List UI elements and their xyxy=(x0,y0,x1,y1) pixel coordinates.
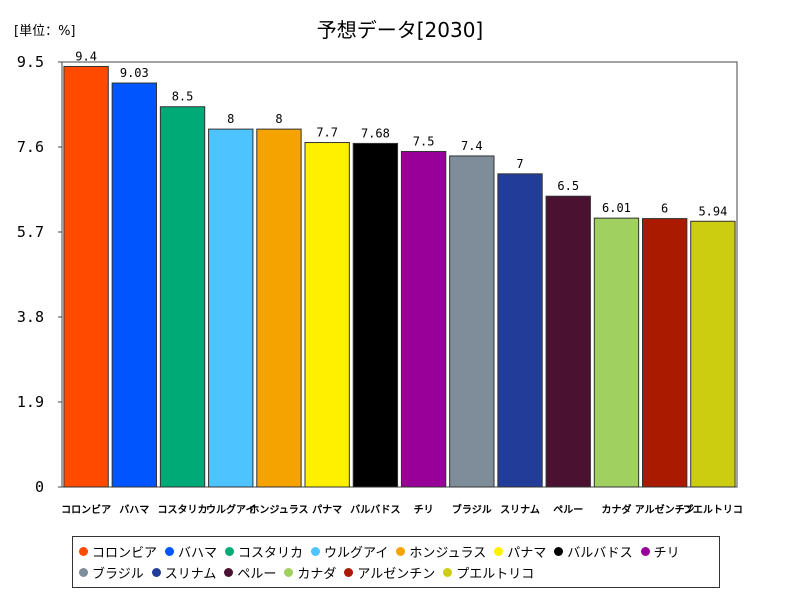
x-tick-label: バハマ xyxy=(119,504,149,516)
bar-value-label: 7.7 xyxy=(316,126,338,140)
x-tick-label: ペルー xyxy=(553,505,583,516)
legend-swatch xyxy=(165,547,175,556)
legend-label: ペルー xyxy=(237,567,277,582)
legend-item: ホンジュラス xyxy=(396,541,486,562)
legend-swatch xyxy=(151,568,161,577)
bar xyxy=(449,155,495,488)
legend-label: プエルトリコ xyxy=(456,567,535,582)
legend-label: パナマ xyxy=(507,546,547,561)
x-tick-label: チリ xyxy=(414,504,434,516)
legend-item: チリ xyxy=(640,541,680,562)
y-tick-label: 0 xyxy=(35,478,44,496)
y-tick-label: 9.5 xyxy=(17,53,44,71)
bar-value-label: 6.5 xyxy=(557,179,579,193)
legend-label: コスタリカ xyxy=(238,546,304,561)
unit-label: [単位：%] xyxy=(14,24,76,39)
legend-item: バルバドス xyxy=(554,541,633,562)
y-tick-label: 7.6 xyxy=(17,138,44,156)
x-tick-label: コロンビア xyxy=(61,503,111,516)
legend-swatch xyxy=(284,568,294,577)
plot-area xyxy=(61,61,738,488)
bar xyxy=(400,150,447,488)
legend-item: プエルトリコ xyxy=(443,562,534,583)
legend-swatch xyxy=(396,547,406,556)
legend-swatch xyxy=(224,568,234,577)
bar xyxy=(690,220,736,488)
legend-label: コロンビア xyxy=(92,546,158,561)
legend-label: ブラジル xyxy=(92,567,144,582)
bar xyxy=(593,217,640,488)
y-tick-label: 1.9 xyxy=(17,393,44,411)
legend-item: パナマ xyxy=(494,541,546,562)
legend-item: バハマ xyxy=(165,541,217,562)
legend-swatch xyxy=(79,547,88,556)
legend-swatch xyxy=(494,547,504,556)
y-tick-label: 3.8 xyxy=(17,308,44,326)
bar xyxy=(63,65,109,488)
x-tick-label: ブラジル xyxy=(452,503,492,516)
chart-legend: コロンビア バハマ コスタリカ ウルグアイ ホンジュラス パナマ バルバドス チリブラジル スリ… xyxy=(72,536,720,588)
legend-item: コスタリカ xyxy=(225,541,303,562)
bar xyxy=(208,128,254,488)
bar-value-label: 8.5 xyxy=(172,90,194,104)
x-tick-label: パナマ xyxy=(312,504,342,516)
bar xyxy=(642,218,688,488)
legend-label: バルバドス xyxy=(567,546,633,561)
bar xyxy=(304,142,350,488)
bar-value-label: 9.03 xyxy=(120,66,149,80)
legend-item: ペルー xyxy=(224,562,276,583)
x-tick-label: カナダ xyxy=(601,503,631,516)
legend-item: アルゼンチン xyxy=(344,562,435,583)
legend-item: ウルグアイ xyxy=(311,541,388,562)
y-tick-label: 5.7 xyxy=(17,223,44,241)
legend-swatch xyxy=(640,547,650,556)
legend-swatch xyxy=(79,568,88,577)
x-tick-label: アルゼンチン xyxy=(635,503,695,516)
x-tick-label: ホンジュラス xyxy=(249,504,308,516)
chart-title: 予想データ[2030] xyxy=(316,18,484,42)
bar-value-label: 7.4 xyxy=(461,139,483,153)
x-tick-label: バルバドス xyxy=(350,504,400,516)
bar xyxy=(256,128,302,488)
x-tick-label: スリナム xyxy=(500,504,540,516)
legend-label: チリ xyxy=(653,546,680,561)
legend-label: アルゼンチン xyxy=(357,567,436,582)
bar-value-label: 7 xyxy=(516,157,523,171)
legend-label: バハマ xyxy=(178,546,218,561)
bar-value-label: 8 xyxy=(227,112,234,126)
bar xyxy=(545,195,591,488)
bar-value-label: 7.5 xyxy=(413,134,435,148)
legend-label: ホンジュラス xyxy=(409,546,487,561)
x-tick-label: プエルトリコ xyxy=(683,503,743,516)
legend-swatch xyxy=(443,568,453,577)
x-tick-label: ウルグアイ xyxy=(206,503,256,516)
bar xyxy=(352,142,399,488)
bar-value-label: 6 xyxy=(661,202,668,216)
legend-label: カナダ xyxy=(297,567,337,582)
bar-value-label: 7.68 xyxy=(361,126,390,140)
bar-value-label: 9.4 xyxy=(75,49,97,63)
legend-item: カナダ xyxy=(284,562,336,583)
legend-swatch xyxy=(225,547,235,556)
legend-item: ブラジル xyxy=(79,562,144,583)
legend-swatch xyxy=(344,568,354,577)
legend-label: ウルグアイ xyxy=(324,546,389,561)
legend-item: スリナム xyxy=(151,562,217,583)
bar-value-label: 8 xyxy=(275,112,282,126)
legend-swatch xyxy=(311,547,321,556)
legend-item: コロンビア xyxy=(79,541,157,562)
x-tick-label: コスタリカ xyxy=(158,504,208,516)
legend-swatch xyxy=(554,547,564,556)
bar xyxy=(111,82,158,488)
legend-label: スリナム xyxy=(164,567,217,582)
bar xyxy=(497,173,543,488)
bar-value-label: 6.01 xyxy=(602,201,631,215)
bar xyxy=(159,106,206,488)
bar-value-label: 5.94 xyxy=(698,204,727,218)
